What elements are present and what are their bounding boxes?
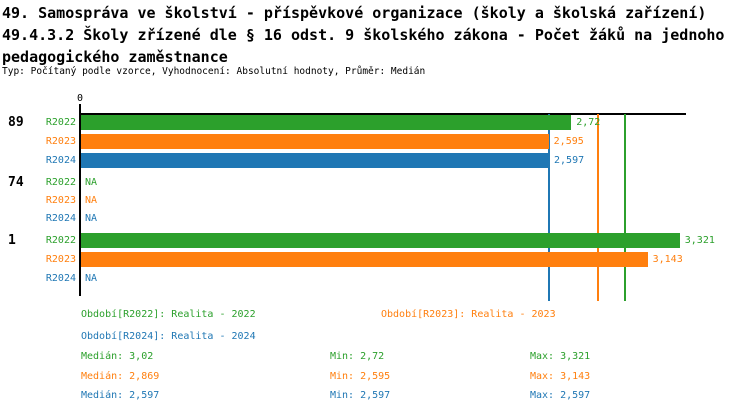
x-axis-line [80, 113, 686, 115]
row-label-r2024: R2024 [45, 273, 76, 284]
bar-r2023 [81, 252, 648, 267]
legend-item-r2023: Období[R2023]: Realita - 2023 [381, 309, 556, 320]
stat-min-r2023: Min: 2,595 [330, 371, 391, 382]
bar-value-label: 2,72 [576, 117, 601, 128]
row-label-r2023: R2023 [45, 254, 76, 265]
stat-max-r2023: Max: 3,143 [530, 371, 591, 382]
stat-min-r2024: Min: 2,597 [330, 390, 391, 401]
group-label-74: 74 [8, 175, 24, 190]
legend-item-r2024: Období[R2024]: Realita - 2024 [81, 331, 256, 342]
bar-r2023 [81, 134, 549, 149]
na-label: NA [85, 213, 98, 224]
stat-median-r2023: Medián: 2,869 [81, 371, 160, 382]
bar-r2024 [81, 153, 550, 168]
bar-r2022 [81, 115, 572, 130]
page-title-line-2: 49.4.3.2 Školy zřízené dle § 16 odst. 9 … [2, 26, 725, 44]
median-line-r2023 [597, 114, 600, 301]
group-label-1: 1 [8, 233, 16, 248]
y-axis-line [79, 104, 81, 296]
stat-median-r2024: Medián: 2,597 [81, 390, 160, 401]
row-label-r2022: R2022 [45, 117, 76, 128]
stat-median-r2022: Medián: 3,02 [81, 351, 154, 362]
bar-value-label: 3,321 [684, 235, 715, 246]
stat-min-r2022: Min: 2,72 [330, 351, 385, 362]
row-label-r2022: R2022 [45, 177, 76, 188]
na-label: NA [85, 177, 98, 188]
median-line-r2024 [548, 114, 551, 301]
row-label-r2023: R2023 [45, 195, 76, 206]
page-title-line-1: 49. Samospráva ve školství - příspěvkové… [2, 4, 707, 22]
group-label-89: 89 [8, 115, 24, 130]
row-label-r2024: R2024 [45, 155, 76, 166]
stat-max-r2022: Max: 3,321 [530, 351, 591, 362]
median-line-r2022 [624, 114, 627, 301]
bar-value-label: 2,597 [554, 155, 585, 166]
row-label-r2024: R2024 [45, 213, 76, 224]
row-label-r2022: R2022 [45, 235, 76, 246]
stat-max-r2024: Max: 2,597 [530, 390, 591, 401]
bar-value-label: 3,143 [652, 254, 683, 265]
bar-value-label: 2,595 [553, 136, 584, 147]
na-label: NA [85, 273, 98, 284]
chart-subtitle: Typ: Počítaný podle vzorce, Vyhodnocení:… [2, 66, 426, 77]
bar-r2022 [81, 233, 680, 248]
row-label-r2023: R2023 [45, 136, 76, 147]
legend-item-r2022: Období[R2022]: Realita - 2022 [81, 309, 256, 320]
na-label: NA [85, 195, 98, 206]
page-title-line-3: pedagogického zaměstnance [2, 48, 228, 66]
value-axis-zero-label: 0 [76, 93, 84, 104]
